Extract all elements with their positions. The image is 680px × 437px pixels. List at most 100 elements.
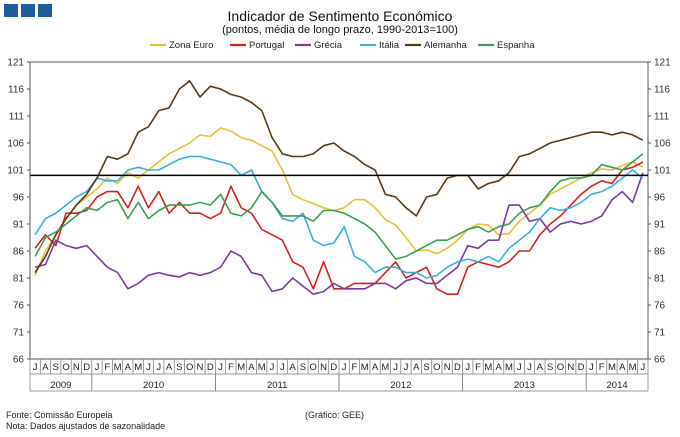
series-line [34,155,644,279]
chart-credit: (Gráfico: GEE) [305,410,365,420]
x-tick-month: J [527,362,532,373]
series-line [34,172,644,296]
y-tick-label-right: 81 [654,274,666,285]
series-line [34,153,644,260]
y-tick-label-right: 91 [654,220,666,231]
x-tick-month: J [517,362,522,373]
x-tick-year: 2014 [607,380,628,391]
x-tick-month: D [83,362,90,373]
series-line [34,127,644,276]
x-tick-month: M [237,362,245,373]
logo-square [38,4,52,17]
x-tick-month: O [186,362,193,373]
x-tick-month: D [454,362,461,373]
x-tick-month: F [104,362,110,373]
x-tick-month: F [599,362,605,373]
y-tick-label-right: 111 [654,112,670,123]
x-tick-month: S [423,362,429,373]
series-line [34,80,644,274]
legend-label: Espanha [497,40,535,51]
y-tick-label-left: 116 [8,85,24,96]
x-tick-month: S [53,362,59,373]
x-tick-month: A [289,362,296,373]
y-tick-label-right: 106 [654,139,671,150]
x-tick-month: O [557,362,564,373]
x-tick-month: N [197,362,204,373]
logo-square [4,4,18,17]
source-note: Fonte: Comissão Europeia [6,410,113,420]
x-tick-month: O [433,362,440,373]
y-tick-label-right: 116 [654,85,670,96]
legend-label: Zona Euro [169,40,213,51]
y-tick-label-left: 86 [13,247,25,258]
x-tick-month: M [381,362,389,373]
x-tick-month: J [270,362,275,373]
x-tick-month: A [372,362,379,373]
x-tick-month: J [280,362,285,373]
x-tick-month: N [444,362,451,373]
legend-label: Itália [379,40,400,51]
x-tick-year: 2009 [50,380,71,391]
legend-label: Alemanha [424,40,467,51]
x-tick-month: A [248,362,255,373]
adjustment-note: Nota: Dados ajustados de sazonalidade [6,421,166,431]
y-tick-label-right: 66 [654,355,666,366]
x-tick-month: O [310,362,317,373]
x-tick-month: S [547,362,553,373]
x-tick-month: M [258,362,266,373]
x-tick-month: M [114,362,122,373]
legend-label: Grécia [314,40,343,51]
y-tick-label-left: 76 [13,301,25,312]
y-tick-label-right: 71 [654,328,666,339]
x-tick-month: J [146,362,151,373]
y-tick-label-right: 101 [654,166,671,177]
y-tick-label-left: 96 [13,193,25,204]
y-tick-label-right: 96 [654,193,666,204]
x-tick-month: J [465,362,470,373]
x-tick-month: D [330,362,337,373]
chart-subtitle: (pontos, média de longo prazo, 1990-2013… [222,24,458,36]
x-tick-month: J [95,362,100,373]
x-tick-month: M [484,362,492,373]
y-tick-label-left: 101 [7,166,24,177]
x-tick-month: J [404,362,409,373]
logo-square [21,4,35,17]
x-tick-month: F [352,362,358,373]
x-tick-month: S [176,362,182,373]
x-tick-month: J [640,362,645,373]
x-tick-month: N [567,362,574,373]
logo [4,4,52,17]
x-tick-month: N [73,362,80,373]
x-tick-month: N [320,362,327,373]
x-tick-month: A [413,362,420,373]
y-tick-label-left: 91 [13,220,25,231]
x-tick-month: A [619,362,626,373]
x-tick-month: J [342,362,347,373]
x-tick-month: J [589,362,594,373]
x-tick-month: A [125,362,132,373]
x-tick-month: J [393,362,398,373]
y-tick-label-left: 106 [7,139,24,150]
x-tick-year: 2011 [267,380,287,391]
x-tick-month: M [361,362,369,373]
x-tick-month: A [166,362,173,373]
x-tick-month: M [134,362,142,373]
x-tick-month: A [537,362,544,373]
x-tick-month: M [608,362,616,373]
x-tick-month: F [475,362,481,373]
x-tick-year: 2010 [143,380,164,391]
y-tick-label-left: 71 [13,328,25,339]
x-tick-month: J [156,362,161,373]
x-tick-month: D [578,362,585,373]
x-tick-month: J [33,362,38,373]
legend-label: Portugal [249,40,284,51]
x-tick-month: J [218,362,223,373]
series-line [34,161,644,296]
x-tick-month: A [495,362,502,373]
x-tick-month: A [42,362,49,373]
x-tick-month: F [228,362,234,373]
y-tick-label-left: 81 [13,274,25,285]
y-tick-label-left: 121 [7,58,24,69]
y-tick-label-left: 111 [9,112,25,123]
